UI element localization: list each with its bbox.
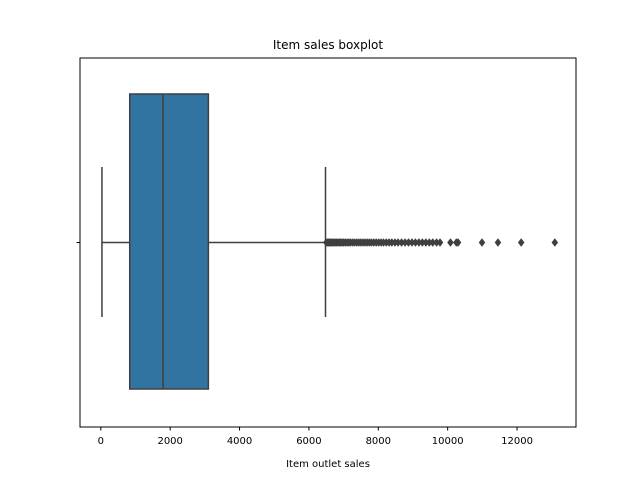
chart-title: Item sales boxplot	[273, 38, 384, 52]
outlier-point	[478, 238, 486, 247]
x-tick-label: 2000	[157, 436, 182, 447]
iqr-box	[128, 93, 210, 390]
outlier-point	[454, 238, 462, 247]
x-tick-label: 0	[98, 436, 104, 447]
x-tick-label: 8000	[366, 436, 391, 447]
x-tick-label: 10000	[432, 436, 464, 447]
outlier-point	[551, 238, 559, 247]
x-axis: 0 2000 4000 6000 8000 10000 12000	[98, 427, 533, 447]
x-tick-label: 4000	[227, 436, 252, 447]
outlier-point	[494, 238, 502, 247]
x-tick-label: 12000	[501, 436, 533, 447]
outlier-point	[447, 238, 454, 247]
x-axis-label: Item outlet sales	[286, 459, 370, 470]
x-tick-label: 6000	[296, 436, 321, 447]
outlier-point	[517, 238, 525, 247]
plot-area	[101, 93, 559, 390]
outlier-point	[436, 238, 444, 247]
